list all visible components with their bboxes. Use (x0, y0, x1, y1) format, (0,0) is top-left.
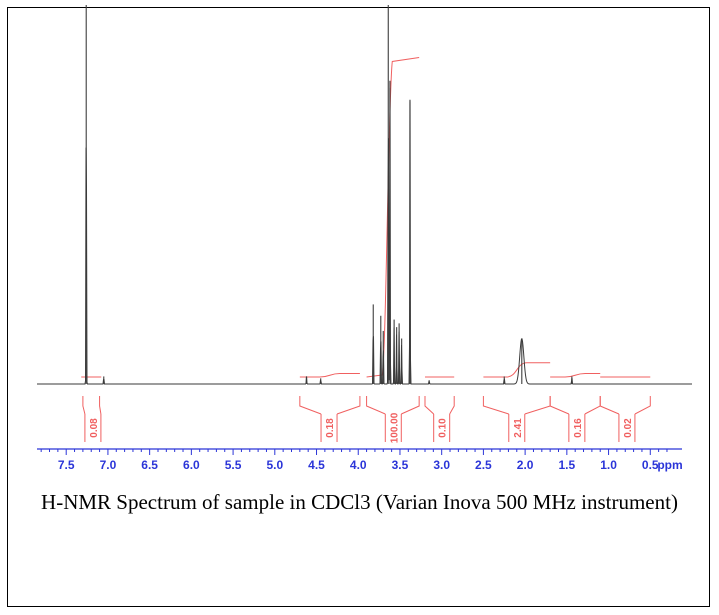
integral-curve-5 (550, 372, 601, 378)
integral-bracket-layer: 0.08 0.18 100.00 0.10 2.41 0.16 0.02 (82, 396, 651, 443)
tick-label-8: 3.5 (392, 458, 409, 472)
tick-label-3: 6.0 (183, 458, 200, 472)
figure-frame (7, 7, 710, 607)
integral-label-5: 0.16 (573, 418, 584, 438)
tick-label-9: 3.0 (433, 458, 450, 472)
spectrum-trace (37, 87, 692, 385)
integral-label-4: 2.41 (513, 418, 524, 438)
axis-unit-label: ppm (657, 458, 682, 472)
tick-label-14: 0.5 (642, 458, 659, 472)
integral-bracket-6 (599, 396, 651, 415)
tick-label-10: 2.5 (475, 458, 492, 472)
tick-label-5: 5.0 (266, 458, 283, 472)
tick-label-4: 5.5 (225, 458, 242, 472)
integral-curve-1 (299, 372, 360, 378)
integral-bracket-0 (82, 396, 102, 415)
tick-label-11: 2.0 (517, 458, 534, 472)
integral-curve-2 (366, 57, 420, 378)
tick-label-0: 7.5 (58, 458, 75, 472)
integral-label-1: 0.18 (325, 418, 336, 438)
tick-label-1: 7.0 (100, 458, 117, 472)
integral-layer (81, 57, 651, 378)
integral-label-3: 0.10 (438, 418, 449, 438)
ppm-axis: 7.5 7.0 6.5 6.0 5.5 5.0 4.5 4.0 3.5 3.0 2.5 2.0 1.5 1… (37, 448, 683, 472)
tick-label-7: 4.0 (350, 458, 367, 472)
integral-bracket-2 (366, 396, 420, 415)
integral-bracket-3 (424, 396, 455, 415)
integral-label-6: 0.02 (623, 418, 634, 438)
integral-bracket-5 (549, 396, 601, 415)
spectrum-layer (37, 5, 692, 385)
tick-label-6: 4.5 (308, 458, 325, 472)
tick-label-12: 1.5 (558, 458, 575, 472)
figure-caption: H-NMR Spectrum of sample in CDCl3 (Varia… (41, 490, 678, 514)
integral-label-2: 100.00 (389, 412, 400, 443)
integral-curve-4 (483, 362, 551, 378)
integral-bracket-4 (482, 396, 551, 415)
integral-label-0: 0.08 (89, 418, 100, 438)
tick-label-2: 6.5 (141, 458, 158, 472)
integral-bracket-1 (299, 396, 361, 415)
tick-label-13: 1.0 (600, 458, 617, 472)
